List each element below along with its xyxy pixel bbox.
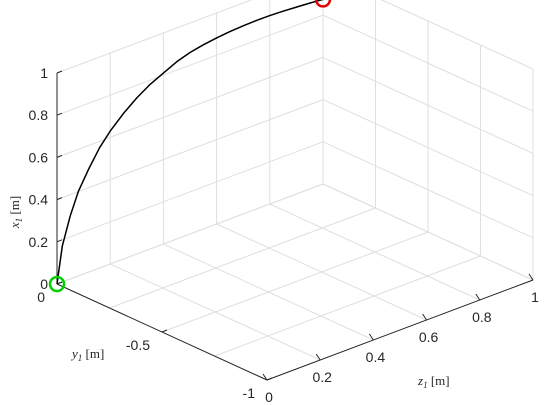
z1-tick-mark [422, 313, 428, 321]
series-layer [56, 0, 324, 285]
z1-tick-label: 0.2 [312, 369, 332, 385]
x1-axis-label: x1 [m] [7, 196, 24, 229]
grid-line-floor-y [161, 231, 429, 333]
grid-line-floor-y [56, 183, 324, 285]
grid-line-floor-y [214, 255, 481, 357]
y1-tick-label: -1 [243, 385, 256, 401]
tick-labels: 0 0.2 0.4 0.6 0.8 1 0 -0.5 -1 0 0.2 0.4 0.6 0.8 1 [29, 65, 540, 405]
z1-tick-label: 0 [265, 389, 273, 405]
grid-line-back-x [56, 99, 324, 201]
grid-line-back-x [56, 56, 324, 158]
axis-layer [56, 70, 534, 381]
z1-axis-label: z1 [m] [417, 373, 450, 390]
grid-layer [56, 0, 534, 381]
z1-tick-label: 0.6 [419, 329, 439, 345]
z1-tick-mark [528, 273, 534, 281]
y1-tick-label: -0.5 [126, 337, 150, 353]
marker-layer [48, 0, 332, 293]
grid-line-back-x [56, 0, 253, 74]
x1-tick-label: 0.2 [29, 234, 49, 250]
z1-tick-mark [475, 293, 481, 301]
x1-tick-label: 0 [40, 276, 48, 292]
x1-tick-mark [56, 197, 63, 201]
y1-tick-mark [56, 281, 63, 285]
end-marker [314, 0, 332, 8]
x1-tick-mark [56, 154, 63, 158]
x1-tick-label: 0.8 [29, 107, 49, 123]
x1-tick-label: 0.6 [29, 149, 49, 165]
z1-tick-mark [368, 333, 374, 341]
y1-axis-label: y1 [m] [70, 346, 104, 363]
y1-tick-label: 0 [37, 289, 45, 305]
x1-tick-label: 1 [40, 65, 48, 81]
z1-axis-line [266, 279, 534, 381]
grid-line-floor-y [109, 207, 376, 309]
x1-tick-mark [56, 112, 63, 116]
grid-line-back-x [56, 14, 324, 116]
y1-tick-mark [266, 377, 273, 381]
z1-tick-mark [262, 373, 268, 381]
z1-tick-label: 0.4 [366, 349, 386, 365]
grid-line-back-x [56, 141, 324, 243]
trajectory-line [56, 0, 324, 285]
x1-tick-mark [56, 70, 63, 74]
x1-tick-label: 0.4 [29, 192, 49, 208]
z1-tick-label: 0.8 [472, 309, 492, 325]
x1-tick-mark [56, 239, 63, 243]
y1-tick-mark [161, 329, 168, 333]
start-marker [48, 275, 66, 293]
z1-tick-label: 1 [531, 289, 539, 305]
axis-labels: x1 [m] y1 [m] z1 [m] [7, 196, 450, 390]
z1-tick-mark [315, 353, 321, 361]
